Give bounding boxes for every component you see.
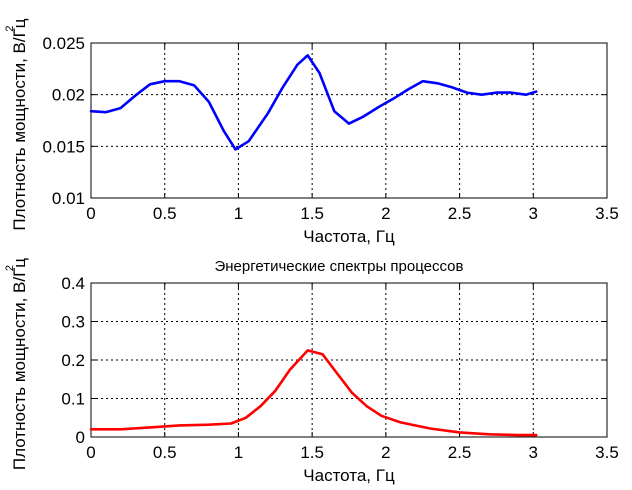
y-axis-label-top: Плотность мощности, В/Гц <box>10 18 29 230</box>
series-line-top <box>89 54 538 151</box>
series-top <box>89 54 538 151</box>
y-tick-label-top: 0.025 <box>42 34 85 53</box>
x-tick-label-bottom: 1.5 <box>300 443 324 462</box>
x-tick-label-bottom: 0.5 <box>153 443 177 462</box>
y-axis-label-superscript-top: 2 <box>4 25 16 31</box>
x-tick-label-top: 1 <box>234 204 243 223</box>
series-line-bottom <box>89 349 538 437</box>
y-tick-label-bottom: 0 <box>76 428 85 447</box>
y-axis-label-bottom: Плотность мощности, В/Гц <box>10 258 29 470</box>
x-tick-label-bottom: 3.5 <box>595 443 619 462</box>
ticks-bottom: 0 0.5 1 1.5 2 2.5 3 3.5 0 0.1 0.2 0.3 0.4 <box>61 274 618 462</box>
x-tick-label-bottom: 2.5 <box>448 443 472 462</box>
chart-title-bottom: Энергетические спектры процессов <box>214 258 463 275</box>
x-tick-label-top: 3.5 <box>595 204 619 223</box>
axes-box-top <box>90 42 608 199</box>
ticks-top: 0 0.5 1 1.5 2 2.5 3 3.5 0.01 0.015 0.02 0.025 <box>42 34 618 223</box>
x-tick-label-top: 1.5 <box>300 204 324 223</box>
x-tick-label-bottom: 1 <box>234 443 243 462</box>
x-tick-label-top: 0 <box>86 204 95 223</box>
x-axis-label-top: Частота, Гц <box>303 227 395 246</box>
x-tick-label-top: 2 <box>381 204 390 223</box>
x-axis-label-bottom: Частота, Гц <box>303 466 395 485</box>
x-tick-label-bottom: 2 <box>381 443 390 462</box>
plot-area-top <box>91 43 607 198</box>
x-tick-label-top: 3 <box>529 204 538 223</box>
y-axis-label-superscript-bottom: 2 <box>4 265 16 271</box>
series-bottom <box>89 349 538 437</box>
plot-area-bottom <box>91 283 607 437</box>
chart-top: 0 0.5 1 1.5 2 2.5 3 3.5 0.01 0.015 0.02 0.025 Часто… <box>4 18 619 246</box>
y-tick-label-top: 0.015 <box>42 137 85 156</box>
y-tick-label-bottom: 0.2 <box>61 351 85 370</box>
x-tick-label-top: 0.5 <box>153 204 177 223</box>
x-tick-label-top: 2.5 <box>448 204 472 223</box>
x-tick-label-bottom: 3 <box>529 443 538 462</box>
x-tick-label-bottom: 0 <box>86 443 95 462</box>
y-tick-label-top: 0.02 <box>52 86 85 105</box>
y-tick-label-top: 0.01 <box>52 189 85 208</box>
y-tick-label-bottom: 0.3 <box>61 313 85 332</box>
grid-bottom <box>91 283 607 437</box>
y-tick-label-bottom: 0.1 <box>61 390 85 409</box>
y-tick-label-bottom: 0.4 <box>61 274 85 293</box>
chart-bottom: 0 0.5 1 1.5 2 2.5 3 3.5 0 0.1 0.2 0.3 0.4 Энергетиче… <box>4 258 619 485</box>
